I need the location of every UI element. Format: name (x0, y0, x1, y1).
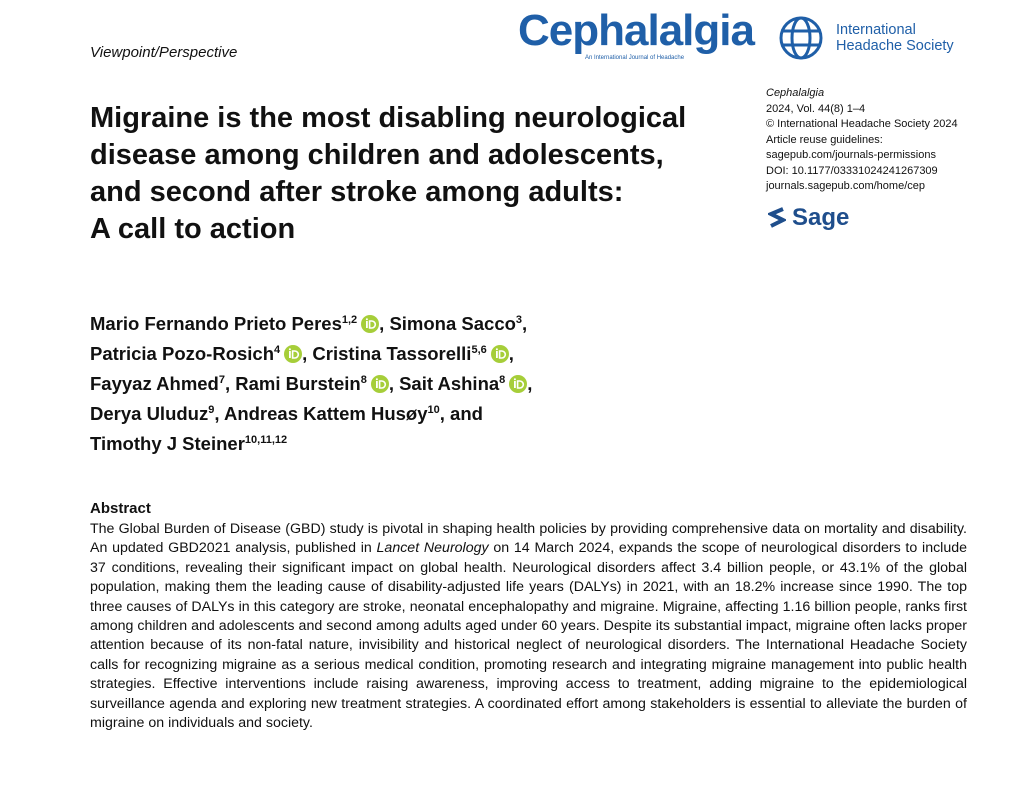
affiliation: 10 (427, 404, 440, 416)
author-line: Derya Uluduz9, Andreas Kattem Husøy10, a… (90, 397, 532, 427)
orcid-icon[interactable] (370, 375, 389, 393)
publisher-name: Sage (792, 204, 850, 231)
affiliation: 9 (208, 404, 215, 416)
title-line: A call to action (90, 213, 296, 245)
author-name: Derya Uluduz (90, 403, 209, 424)
society-name: International Headache Society (836, 22, 954, 54)
affiliation: 4 (274, 344, 281, 356)
separator: , (302, 343, 308, 364)
affiliation: 8 (360, 374, 367, 386)
author-name: Timothy J Steiner (90, 433, 245, 454)
info-journal: Cephalalgia (766, 87, 825, 99)
author-name: Sait Ashina (399, 373, 500, 394)
article-title: Migraine is the most disabling neurologi… (90, 100, 686, 248)
author-name: Cristina Tassorelli (312, 343, 472, 364)
orcid-icon[interactable] (361, 315, 380, 333)
affiliation: 7 (218, 374, 225, 386)
society-line: Headache Society (836, 38, 954, 54)
journal-logo: Cephalalgia (518, 6, 755, 55)
author-line: Mario Fernando Prieto Peres1,2, Simona S… (90, 307, 532, 337)
title-line: and second after stroke among adults: (90, 176, 624, 208)
affiliation: 8 (499, 374, 506, 386)
separator: , (379, 313, 385, 334)
sage-icon (768, 207, 786, 228)
journal-tagline: An International Journal of Headache (585, 55, 685, 61)
title-line: Migraine is the most disabling neurologi… (90, 102, 687, 134)
separator: , (224, 373, 231, 394)
section-label: Viewpoint/Perspective (90, 44, 238, 61)
author-line: Fayyaz Ahmed7, Rami Burstein8, Sait Ashi… (90, 367, 532, 397)
separator: , (214, 403, 220, 424)
author-line: Patricia Pozo-Rosich4, Cristina Tassorel… (90, 337, 532, 367)
author-list: Mario Fernando Prieto Peres1,2, Simona S… (90, 307, 532, 457)
separator: , (508, 343, 514, 364)
orcid-icon[interactable] (284, 345, 303, 363)
author-line: Timothy J Steiner10,11,12 (90, 427, 532, 457)
separator: , (522, 313, 528, 334)
affiliation: 3 (515, 314, 523, 326)
affiliation: 10,11,12 (244, 434, 288, 446)
orcid-icon[interactable] (490, 345, 509, 363)
author-name: Andreas Kattem Husøy (223, 403, 428, 424)
author-name: Rami Burstein (235, 373, 361, 394)
affiliation: 1,2 (341, 314, 358, 326)
separator: , and (439, 403, 483, 424)
author-name: Mario Fernando Prieto Peres (90, 313, 342, 334)
info-citation: 2024, Vol. 44(8) 1–4 (766, 102, 866, 115)
affiliation: 5,6 (471, 344, 487, 356)
orcid-icon[interactable] (509, 375, 528, 393)
author-name: Fayyaz Ahmed (90, 373, 219, 394)
info-reuse_url: sagepub.com/journals-permissions (766, 149, 936, 161)
society-line: International (836, 22, 916, 38)
publisher-logo: Sage (768, 204, 849, 232)
article-info: Cephalalgia 2024, Vol. 44(8) 1–4 © Interna… (766, 86, 958, 195)
info-doi: DOI: 10.1177/03331024241267309 (766, 164, 938, 177)
info-copyright: © International Headache Society 2024 (766, 118, 958, 130)
info-home: journals.sagepub.com/home/cep (766, 180, 925, 192)
separator: , (527, 373, 533, 394)
author-name: Simona Sacco (389, 313, 516, 334)
title-line: disease among children and adolescents, (90, 139, 664, 171)
society-icon (779, 16, 823, 60)
author-name: Patricia Pozo-Rosich (90, 343, 275, 364)
separator: , (388, 373, 394, 394)
abstract-part: Lancet Neurology (376, 540, 489, 557)
abstract-part: The Global Burden of Disease (GBD) study… (90, 521, 967, 557)
abstract-heading: Abstract (90, 500, 151, 517)
abstract-part: on 14 March 2024, expands the scope of n… (90, 540, 967, 732)
info-reuse: Article reuse guidelines: (766, 133, 883, 146)
abstract-text: The Global Burden of Disease (GBD) study… (90, 520, 967, 733)
